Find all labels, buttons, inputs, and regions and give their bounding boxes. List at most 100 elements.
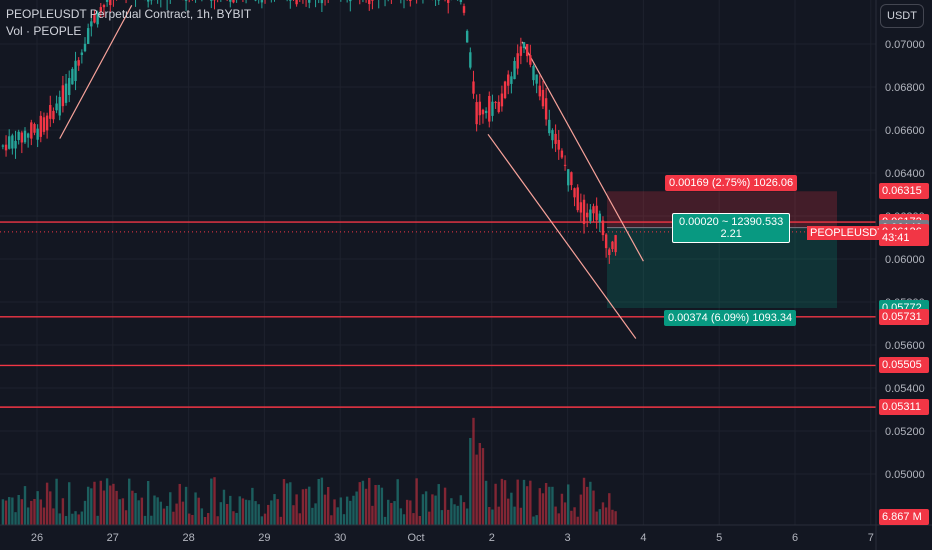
- volume-bar: [279, 516, 283, 525]
- candle-body: [20, 132, 24, 143]
- volume-bar: [364, 488, 368, 525]
- volume-bar: [589, 481, 592, 525]
- volume-bar: [58, 513, 61, 525]
- volume-bar: [453, 504, 456, 525]
- trend-lines[interactable]: [59, 5, 644, 339]
- volume-bar: [548, 486, 551, 525]
- volume-bar: [415, 478, 418, 525]
- volume-bar: [11, 497, 14, 525]
- volume-bar: [326, 486, 330, 525]
- y-tick-label: 0.06600: [885, 125, 925, 137]
- volume-bar: [172, 511, 175, 525]
- x-tick-label: 29: [258, 532, 270, 544]
- candle-body: [93, 13, 96, 23]
- volume-bar: [200, 508, 204, 525]
- volume-bar: [162, 508, 166, 525]
- volume-bar: [99, 480, 102, 525]
- volume-bar: [478, 443, 481, 525]
- volume-bar: [608, 493, 611, 525]
- volume-bar: [93, 481, 96, 525]
- volume-bar: [409, 500, 412, 525]
- volume-bar: [447, 509, 450, 525]
- volume-bar: [503, 480, 507, 525]
- volume-bar: [197, 497, 200, 525]
- volume-bar: [232, 511, 235, 525]
- volume-bar: [184, 486, 188, 525]
- candle-body: [507, 74, 510, 86]
- candle-body: [42, 117, 46, 132]
- volume-bar: [159, 501, 163, 525]
- volume-bar: [339, 497, 343, 525]
- volume-bar: [377, 484, 380, 525]
- volume-bar: [450, 498, 453, 525]
- volume-bar: [55, 478, 58, 525]
- y-tick-label: 0.06400: [885, 168, 925, 180]
- volume-bar: [525, 486, 529, 525]
- volume-bar: [481, 448, 485, 525]
- candle-body: [102, 5, 106, 8]
- candle-body: [96, 12, 99, 25]
- volume-bar: [74, 511, 77, 525]
- volume-bar: [431, 494, 434, 525]
- candle-body: [210, 0, 213, 1]
- volume-bar: [374, 485, 377, 525]
- candle-body: [481, 109, 485, 115]
- price-tag: 0.05311: [879, 399, 929, 416]
- take-profit-label: 0.00374 (6.09%) 1093.34: [664, 310, 797, 326]
- candle-body: [465, 30, 469, 43]
- candle-body: [90, 21, 93, 27]
- volume-bar: [418, 516, 421, 525]
- candle-body: [519, 46, 523, 56]
- volume-bars: [1, 417, 617, 525]
- chart-title: PEOPLEUSDT Perpetual Contract, 1h, BYBIT: [6, 7, 252, 21]
- currency-button[interactable]: USDT: [880, 4, 924, 28]
- volume-bar: [150, 515, 153, 525]
- volume-bar: [260, 516, 264, 525]
- volume-bar: [345, 496, 349, 525]
- candle-body: [592, 206, 595, 214]
- candle-body: [58, 96, 61, 116]
- volume-bar: [544, 483, 548, 525]
- volume-bar: [225, 503, 229, 525]
- volume-bar: [298, 513, 301, 525]
- candle-body: [601, 220, 605, 236]
- volume-bar: [292, 505, 295, 525]
- volume-bar: [143, 515, 147, 525]
- volume-bar: [45, 482, 49, 525]
- volume-bar: [241, 498, 245, 525]
- volume-bar: [83, 500, 87, 525]
- volume-bar: [601, 502, 605, 525]
- candle-body: [99, 7, 102, 12]
- volume-bar: [23, 486, 27, 525]
- candle-body: [529, 55, 532, 65]
- candle-body: [23, 130, 27, 143]
- volume-bar: [86, 486, 90, 525]
- volume-bar: [33, 498, 36, 525]
- volume-bar: [529, 480, 532, 525]
- volume-bar: [238, 496, 241, 525]
- candle-body: [522, 42, 526, 49]
- volume-bar: [244, 499, 248, 525]
- candle-body: [109, 0, 112, 6]
- volume-bar: [301, 489, 305, 525]
- y-tick-label: 0.06000: [885, 254, 925, 266]
- volume-bar: [317, 479, 320, 525]
- candle-body: [49, 105, 52, 119]
- y-tick-label: 0.05400: [885, 383, 925, 395]
- x-tick-label: 3: [565, 532, 571, 544]
- volume-bar: [560, 493, 564, 525]
- volume-bar: [358, 482, 361, 525]
- volume-bar: [4, 500, 8, 525]
- y-tick-label: 0.05600: [885, 340, 925, 352]
- volume-bar: [96, 515, 99, 525]
- volume-bar: [270, 500, 273, 525]
- volume-bar: [459, 495, 463, 525]
- volume-bar: [598, 509, 602, 525]
- position-tool[interactable]: [607, 191, 837, 309]
- volume-bar: [276, 499, 279, 525]
- volume-bar: [210, 478, 213, 525]
- position-center-label[interactable]: 0.00020 ~ 12390.533 2.21: [672, 213, 791, 243]
- volume-bar: [475, 454, 478, 525]
